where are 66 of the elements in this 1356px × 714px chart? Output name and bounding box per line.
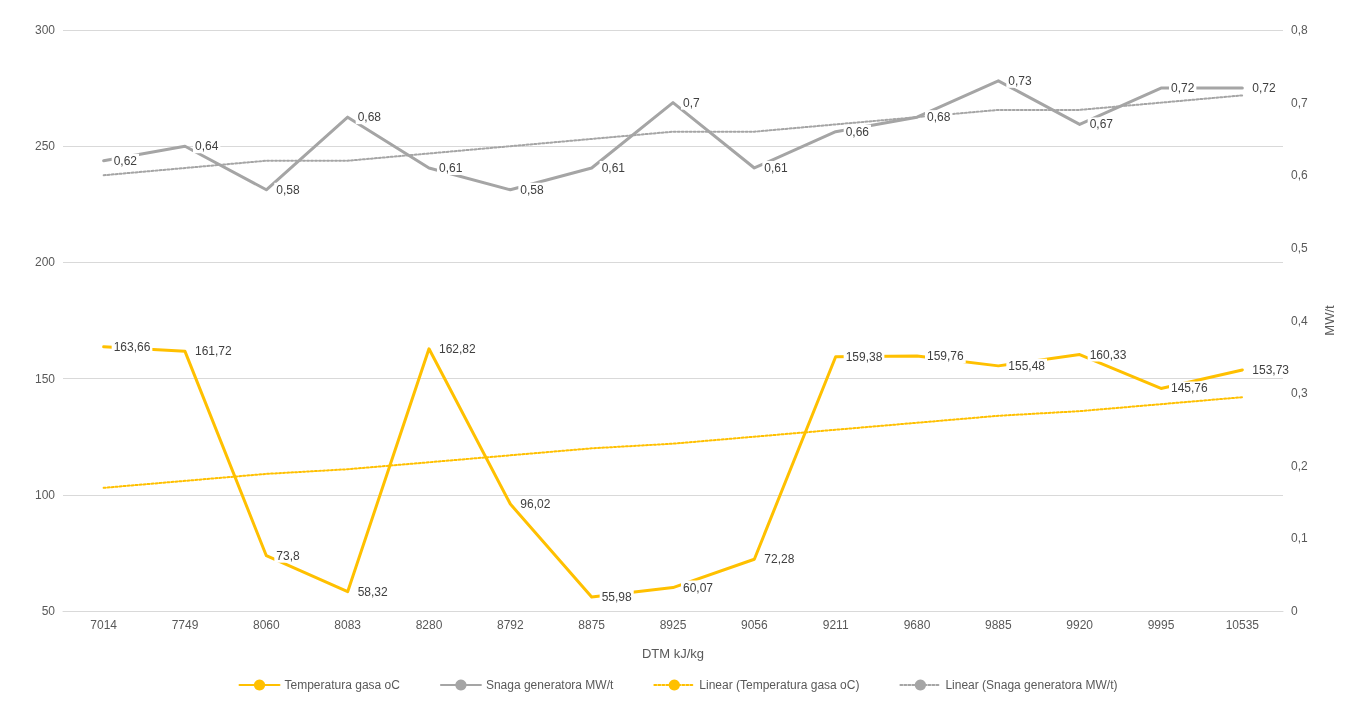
y2-tick-label: 0,1: [1291, 531, 1309, 546]
data-label: 159,38: [845, 349, 883, 364]
data-label: 159,76: [927, 348, 965, 363]
y-tick-label: 300: [34, 23, 56, 37]
data-label: 0,68: [357, 110, 382, 125]
y2-tick-label: 0,5: [1291, 240, 1309, 255]
x-tick-label: 9211: [822, 618, 849, 632]
data-label: 58,32: [357, 584, 389, 599]
legend-label: Linear (Temperatura gasa oC): [699, 678, 860, 692]
x-tick-label: 9995: [1147, 618, 1175, 632]
legend-label: Linear (Snaga generatora MW/t): [945, 678, 1118, 692]
legend-label: Temperatura gasa oC: [284, 678, 401, 692]
x-tick-label: 7014: [90, 618, 118, 632]
data-label: 0,67: [1089, 117, 1114, 132]
x-tick-label: 8083: [334, 618, 362, 632]
x-tick-label: 9680: [903, 618, 931, 632]
x-tick-label: 9056: [740, 618, 768, 632]
data-label: 0,62: [113, 153, 138, 168]
data-label: 0,72: [1252, 81, 1277, 96]
x-tick-label: 8280: [415, 618, 443, 632]
y-tick-label: 250: [34, 139, 56, 154]
x-tick-label: 10535: [1225, 618, 1260, 632]
legend-label: Snaga generatora MW/t: [485, 678, 614, 692]
x-tick-label: 9920: [1066, 618, 1094, 632]
y2-tick-label: 0,8: [1291, 23, 1309, 37]
y-tick-label: 50: [41, 604, 56, 618]
x-tick-label: 8060: [252, 618, 280, 632]
data-label: 72,28: [764, 552, 795, 567]
y-tick-label: 100: [34, 487, 56, 502]
y2-tick-label: 0,4: [1291, 313, 1309, 328]
data-label: 0,7: [683, 95, 701, 110]
y-tick-label: 150: [34, 371, 56, 386]
y2-tick-label: 0: [1291, 604, 1298, 618]
y-tick-label: 200: [34, 255, 56, 270]
data-label: 0,61: [764, 160, 789, 175]
y2-tick-label: 0,2: [1291, 458, 1309, 473]
data-label: 0,61: [601, 160, 626, 175]
data-label: 153,73: [1252, 362, 1290, 377]
data-label: 162,82: [439, 341, 477, 356]
data-label: 60,07: [683, 580, 714, 595]
data-label: 0,68: [927, 110, 951, 125]
data-label: 0,58: [520, 182, 545, 197]
data-label: 160,33: [1089, 347, 1127, 362]
data-label: 145,76: [1171, 381, 1209, 396]
data-label: 0,64: [195, 139, 219, 154]
data-label: 155,48: [1008, 358, 1046, 373]
y2-tick-label: 0,7: [1291, 95, 1309, 110]
data-label: 161,72: [195, 344, 233, 359]
x-tick-label: 9885: [984, 618, 1012, 632]
data-label: 0,61: [439, 160, 463, 175]
data-label: 0,73: [1008, 73, 1033, 88]
data-label: 96,02: [520, 497, 551, 512]
data-label: 163,66: [113, 339, 151, 354]
data-label: 0,58: [276, 182, 301, 197]
y2-tick-label: 0,6: [1291, 168, 1309, 183]
data-label: 73,8: [276, 548, 301, 563]
x-tick-label: 8875: [578, 618, 606, 632]
x-tick-label: 8792: [496, 618, 524, 632]
x-axis-title: DTM kJ/kg: [641, 646, 705, 661]
x-tick-label: 7749: [171, 618, 199, 632]
data-label: 0,66: [845, 124, 870, 139]
y2-axis-title: MW/t: [1322, 304, 1337, 336]
x-tick-label: 8925: [659, 618, 687, 632]
data-label: 55,98: [601, 590, 633, 605]
data-label: 0,72: [1171, 81, 1195, 96]
y2-tick-label: 0,3: [1291, 386, 1309, 401]
